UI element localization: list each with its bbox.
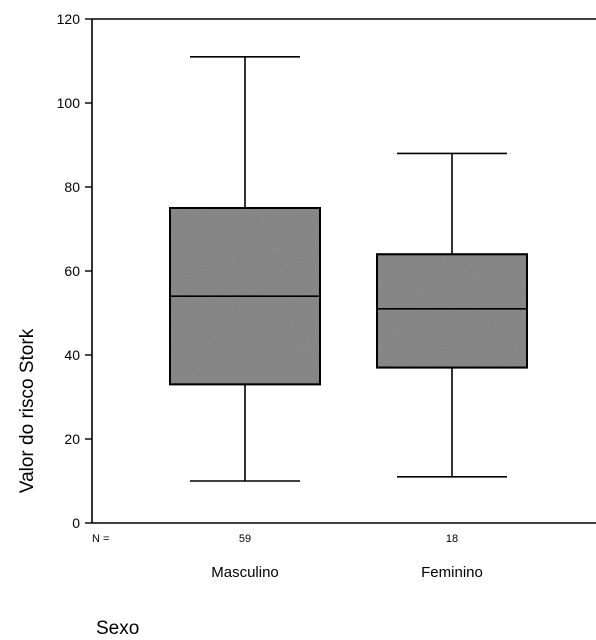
y-tick-label-20: 20	[64, 431, 80, 447]
category-label-masculino: Masculino	[211, 564, 279, 581]
n-label-feminino: 18	[446, 533, 458, 545]
y-ticks: 0 20 40 60 80 100 120	[57, 11, 92, 531]
x-category-labels: 59 Masculino 18 Feminino	[211, 533, 483, 581]
x-axis-title: Sexo	[96, 618, 139, 639]
iqr-box	[376, 253, 528, 369]
n-label-masculino: 59	[239, 533, 251, 545]
box-series	[169, 55, 528, 482]
y-tick-label-120: 120	[57, 11, 81, 27]
iqr-box-outline	[376, 253, 528, 369]
y-tick-label-40: 40	[64, 347, 80, 363]
n-prefix-label: N =	[92, 533, 109, 545]
box-feminino	[376, 152, 528, 478]
category-label-feminino: Feminino	[421, 564, 483, 581]
y-tick-label-0: 0	[72, 515, 80, 531]
y-tick-label-100: 100	[57, 95, 81, 111]
y-tick-label-80: 80	[64, 179, 80, 195]
box-masculino	[169, 55, 321, 482]
y-axis-title: Valor do risco Stork	[17, 328, 38, 493]
y-tick-label-60: 60	[64, 263, 80, 279]
